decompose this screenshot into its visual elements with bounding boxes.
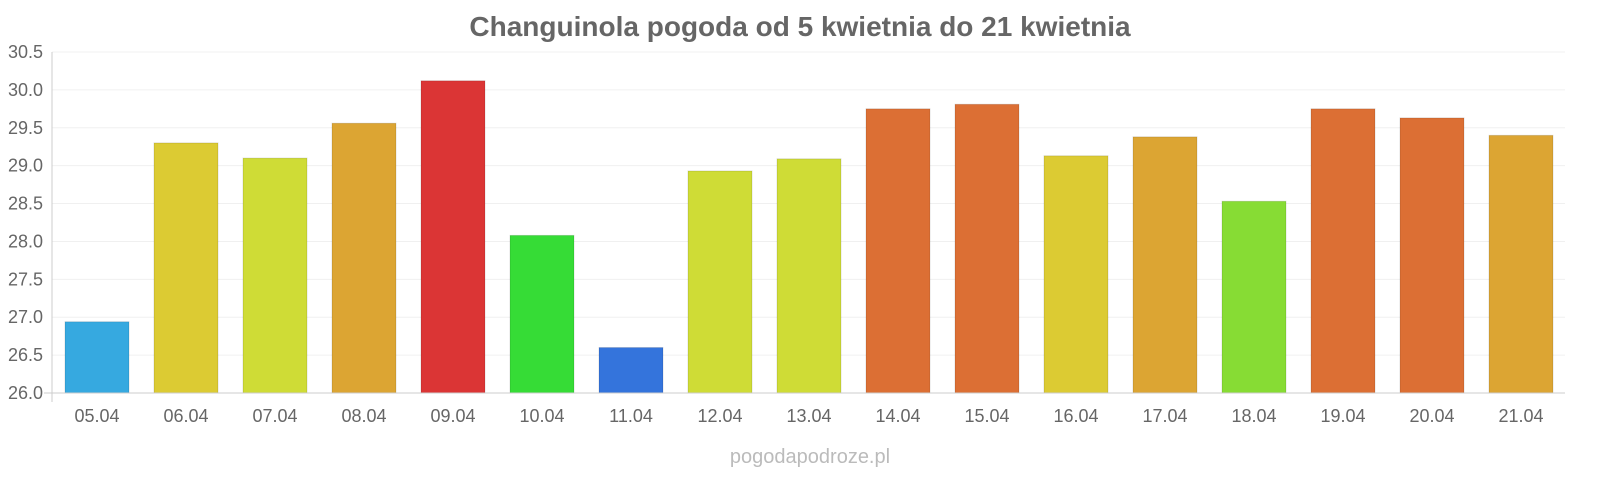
y-tick-label: 26.0 [8,383,43,403]
bar-21.04 [1488,134,1554,394]
x-tick-label: 20.04 [1409,406,1454,426]
x-tick-label: 14.04 [875,406,920,426]
x-tick-label: 12.04 [697,406,742,426]
x-tick-label: 06.04 [163,406,208,426]
bar-15.04 [954,103,1020,394]
bar-20.04 [1399,117,1465,394]
x-tick-label: 07.04 [252,406,297,426]
bar-07.04 [242,157,308,394]
bar-13.04 [776,158,842,394]
y-tick-label: 27.5 [8,269,43,289]
bar-18.04 [1221,200,1287,394]
x-tick-label: 17.04 [1142,406,1187,426]
y-tick-label: 30.0 [8,80,43,100]
y-tick-label: 29.5 [8,118,43,138]
bar-16.04 [1043,155,1109,394]
y-tick-label: 29.0 [8,156,43,176]
x-tick-label: 18.04 [1231,406,1276,426]
x-tick-label: 10.04 [519,406,564,426]
y-tick-label: 28.5 [8,194,43,214]
chart-title: Changuinola pogoda od 5 kwietnia do 21 k… [469,11,1131,42]
x-tick-label: 21.04 [1498,406,1543,426]
x-tick-label: 08.04 [341,406,386,426]
bar-08.04 [331,122,397,394]
bar-12.04 [687,170,753,394]
y-tick-label: 27.0 [8,307,43,327]
bar-19.04 [1310,108,1376,394]
x-tick-label: 13.04 [786,406,831,426]
bar-06.04 [153,142,219,394]
bar-09.04 [420,80,486,394]
watermark: pogodapodroze.pl [730,446,890,468]
x-tick-label: 15.04 [964,406,1009,426]
bar-17.04 [1132,136,1198,394]
bar-05.04 [64,321,130,394]
x-tick-label: 19.04 [1320,406,1365,426]
x-tick-label: 05.04 [74,406,119,426]
bar-14.04 [865,108,931,394]
y-tick-label: 26.5 [8,345,43,365]
bar-11.04 [598,347,664,394]
x-tick-label: 09.04 [430,406,475,426]
x-tick-label: 11.04 [609,406,653,426]
y-tick-label: 30.5 [8,42,43,62]
y-tick-label: 28.0 [8,231,43,251]
x-tick-label: 16.04 [1053,406,1098,426]
bar-10.04 [509,234,575,394]
